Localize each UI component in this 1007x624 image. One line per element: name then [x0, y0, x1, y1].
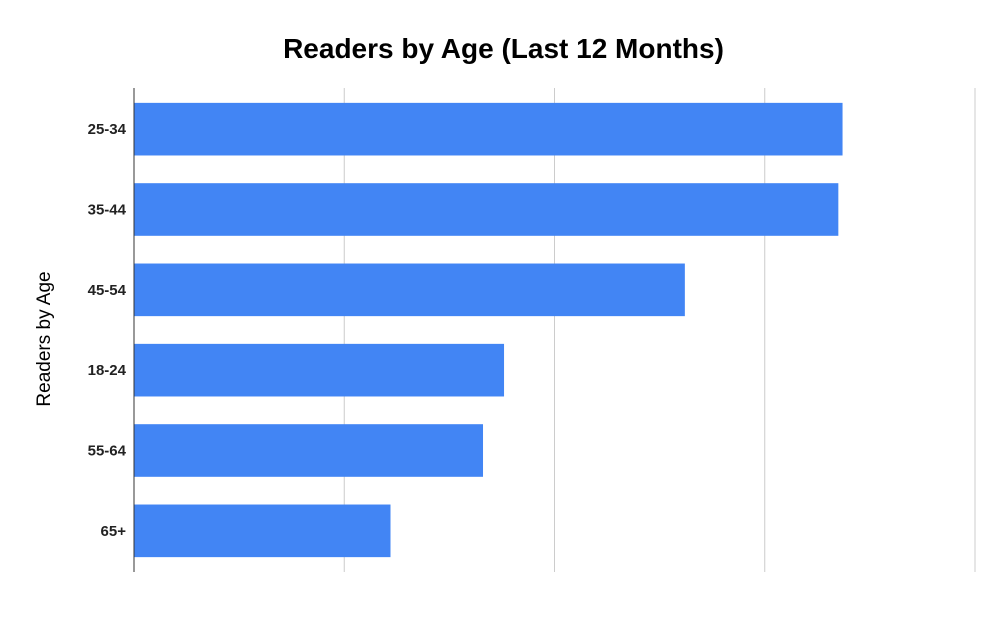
y-axis-label: Readers by Age: [34, 271, 55, 406]
chart-title: Readers by Age (Last 12 Months): [283, 33, 724, 64]
tick-label-25-34: 25-34: [88, 121, 127, 138]
tick-label-55-64: 55-64: [88, 443, 127, 460]
bar-25-34: [134, 102, 843, 156]
tick-label-18-24: 18-24: [88, 362, 127, 379]
gridlines: [343, 88, 976, 572]
tick-label-45-54: 45-54: [88, 282, 127, 299]
bar-18-24: [134, 343, 505, 397]
category-tick-labels: 25-34 35-44 45-54 18-24 55-64 65+: [88, 121, 127, 540]
bar-55-64: [134, 424, 484, 477]
bar-45-54: [134, 263, 685, 317]
tick-label-65+: 65+: [101, 523, 127, 540]
bar-35-44: [134, 183, 839, 236]
bar-65+: [134, 504, 391, 558]
tick-label-35-44: 35-44: [88, 202, 127, 219]
bars: [134, 102, 843, 558]
